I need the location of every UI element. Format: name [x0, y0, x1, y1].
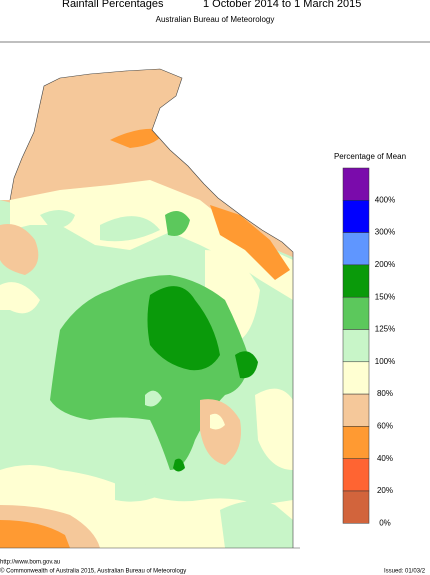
- title: Rainfall Percentages: [62, 0, 164, 10]
- legend-label: 400%: [375, 195, 395, 204]
- url: http://www.bom.gov.au: [0, 560, 60, 566]
- legend-swatch: [342, 296, 370, 330]
- legend-swatch: [342, 200, 370, 233]
- legend-label: 20%: [377, 486, 393, 495]
- period: 1 October 2014 to 1 March 2015: [203, 0, 361, 10]
- legend-label: 300%: [375, 228, 395, 237]
- map: [0, 68, 300, 549]
- legend-label: 100%: [375, 357, 395, 366]
- legend-swatch: [342, 264, 370, 298]
- legend: Percentage of Mean 400% 300% 200% 150% 125% 1…: [334, 152, 406, 527]
- legend-swatch: [342, 458, 370, 492]
- legend-swatch: [342, 232, 370, 266]
- legend-label: 200%: [375, 260, 395, 269]
- legend-swatch: [342, 490, 370, 524]
- legend-label: 125%: [375, 325, 395, 334]
- legend-label: 40%: [377, 454, 393, 463]
- legend-label: 80%: [377, 389, 393, 398]
- legend-title: Percentage of Mean: [334, 152, 406, 161]
- copyright: © Commonwealth of Australia 2015, Austra…: [0, 568, 186, 575]
- legend-swatch: [342, 393, 370, 427]
- legend-label: 0%: [379, 518, 391, 527]
- legend-swatch: [342, 361, 370, 395]
- legend-swatch: [342, 167, 370, 201]
- legend-swatch: [342, 329, 370, 363]
- legend-label: 150%: [375, 292, 395, 301]
- issued: Issued: 01/03/2: [384, 569, 426, 575]
- agency: Australian Bureau of Meteorology: [156, 15, 275, 24]
- legend-swatch: [342, 426, 370, 459]
- legend-label: 60%: [377, 422, 393, 431]
